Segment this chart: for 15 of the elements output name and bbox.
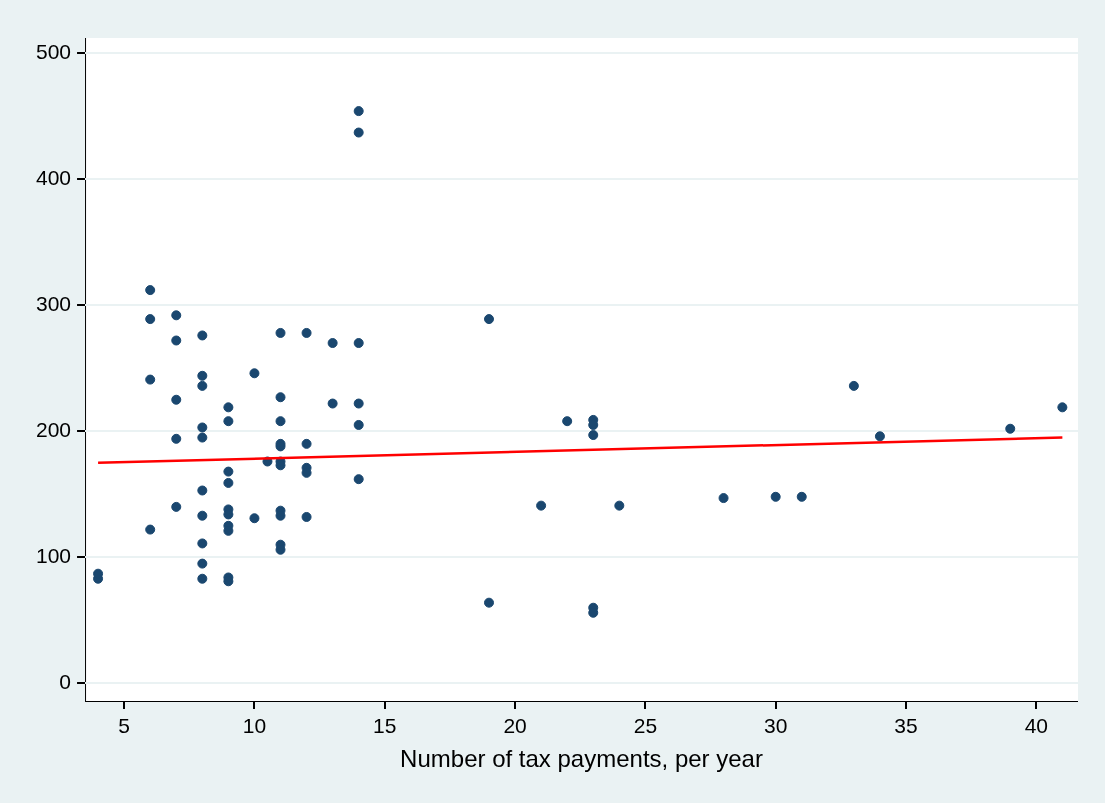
x-tick-label: 40 (1024, 714, 1048, 738)
x-tick-label: 5 (118, 714, 130, 738)
x-tick-label: 10 (242, 714, 267, 738)
y-tick-label: 0 (59, 670, 72, 694)
y-tick-label: 100 (35, 544, 72, 568)
y-tick-label: 200 (35, 418, 72, 442)
x-tick-label: 25 (633, 714, 658, 738)
x-axis-title: Number of tax payments, per year (400, 745, 763, 773)
y-tick-label: 300 (35, 292, 72, 316)
x-tick-label: 35 (894, 714, 918, 738)
x-tick-label: 15 (373, 714, 397, 738)
y-tick-label: 500 (35, 39, 72, 63)
x-tick-label: 30 (764, 714, 788, 738)
y-tick-label: 400 (35, 165, 72, 189)
x-tick-label: 20 (503, 714, 527, 738)
